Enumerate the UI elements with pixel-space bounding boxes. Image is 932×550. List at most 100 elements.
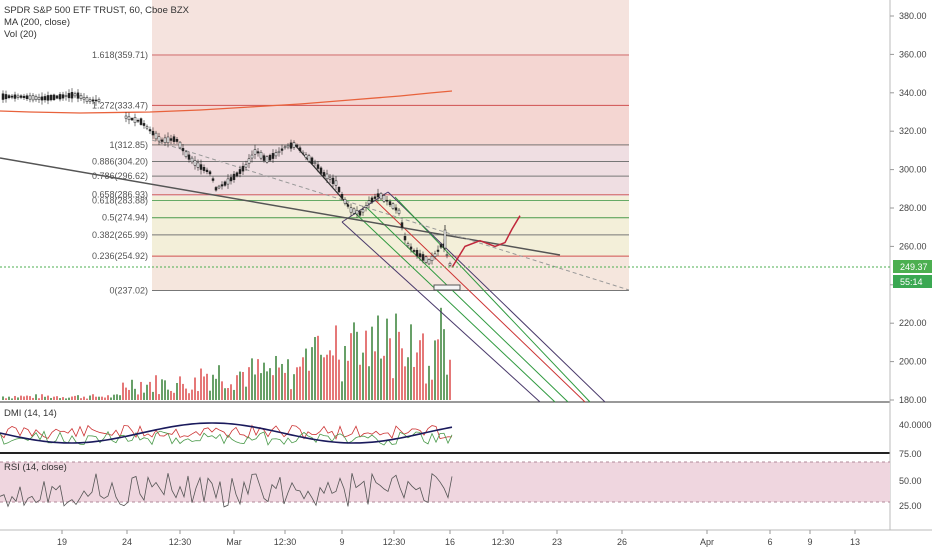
candle-body	[79, 95, 83, 99]
volume-bar	[431, 379, 433, 400]
volume-bar	[398, 331, 400, 400]
volume-bar	[227, 388, 229, 400]
candle-body	[424, 256, 428, 263]
volume-bar	[368, 366, 370, 400]
volume-bar	[137, 394, 139, 400]
volume-bar	[323, 357, 325, 400]
candle-body	[10, 95, 14, 98]
volume-bar	[35, 394, 37, 400]
price-tick-label: 220.00	[899, 318, 927, 328]
fib-label: 1.618(359.71)	[92, 50, 148, 60]
time-axis[interactable]: 19 24 12:30 Mar 12:30 9 12:30 16 12:30 23 26 Apr 6 9 1…	[57, 530, 860, 547]
volume-bar	[140, 381, 142, 400]
volume-bar	[335, 325, 337, 400]
time-tick-label: 26	[617, 537, 627, 547]
candle-body	[124, 115, 128, 119]
volume-bar	[296, 367, 298, 400]
volume-bar	[314, 337, 316, 400]
candle-body	[151, 130, 155, 136]
candle-body	[313, 162, 317, 164]
volume-bar	[215, 378, 217, 400]
time-tick-label: 12:30	[274, 537, 297, 547]
volume-bar	[62, 397, 64, 400]
candle-body	[97, 99, 101, 102]
volume-bar	[203, 376, 205, 400]
ma200-line	[0, 90, 453, 114]
volume-bar	[362, 352, 364, 400]
candle-body	[19, 95, 23, 98]
price-tick-label: 300.00	[899, 165, 927, 175]
candle-body	[22, 95, 26, 98]
volume-bar	[446, 374, 448, 400]
fib-shade-purple	[152, 146, 629, 196]
candle-body	[364, 205, 368, 208]
candle-body	[34, 96, 38, 100]
time-tick-label: 23	[552, 537, 562, 547]
candle-body	[139, 118, 143, 125]
volume-bar	[128, 389, 130, 400]
price-candles	[0, 88, 521, 268]
symbol-title[interactable]: SPDR S&P 500 ETF TRUST, 60, Cboe BZX	[4, 5, 189, 16]
candle-body	[214, 187, 218, 191]
volume-bar	[188, 393, 190, 400]
candle-body	[325, 173, 329, 180]
volume-bar	[212, 374, 214, 400]
fib-label: 0.5(274.94)	[102, 213, 148, 223]
candle-body	[157, 136, 161, 142]
candle-body	[430, 256, 434, 261]
candle-body	[322, 172, 326, 177]
candle-body	[43, 96, 47, 101]
volume-bar	[344, 345, 346, 400]
candle-body	[247, 158, 251, 164]
candle-body	[436, 249, 440, 252]
trend-lines[interactable]	[0, 139, 630, 291]
candle-body	[382, 195, 386, 202]
vol-legend[interactable]: Vol (20)	[4, 29, 37, 40]
candle-body	[400, 222, 404, 228]
candle-body	[301, 151, 305, 154]
ma-legend[interactable]: MA (200, close)	[4, 17, 70, 28]
marker-box	[433, 284, 461, 291]
volume-bar	[317, 335, 319, 400]
volume-bar	[326, 354, 328, 400]
volume-bar	[242, 371, 244, 400]
candle-body	[343, 199, 347, 204]
volume-bar	[77, 395, 79, 400]
candle-body	[433, 253, 437, 257]
dmi-tick-label: 40.0000	[899, 420, 932, 430]
volume-bar	[83, 396, 85, 400]
volume-bar	[164, 380, 166, 400]
volume-bar	[269, 368, 271, 400]
volume-bar	[416, 352, 418, 400]
volume-bar	[350, 333, 352, 400]
volume-bar	[224, 388, 226, 400]
candle-body	[262, 155, 266, 161]
volume-bar	[32, 397, 34, 400]
fib-label: 0.786(296.62)	[92, 171, 148, 181]
volume-bar	[74, 395, 76, 400]
volume-bar	[371, 326, 373, 400]
fib-label: 0(237.02)	[109, 286, 148, 296]
volume-bar	[308, 370, 310, 400]
adx-line	[0, 422, 453, 444]
candle-body	[178, 141, 182, 149]
candle-body	[67, 93, 71, 99]
channel-line	[354, 212, 556, 403]
volume-bar	[185, 388, 187, 400]
volume-bar	[440, 307, 442, 400]
time-tick-label: 12:30	[383, 537, 406, 547]
current-price-value: 249.37	[900, 262, 928, 272]
candle-body	[340, 194, 344, 199]
candle-body	[259, 151, 263, 159]
fib-label: 0.618(283.88)	[92, 196, 148, 206]
candle-body	[226, 178, 230, 185]
candle-body	[232, 173, 236, 180]
volume-bar	[209, 390, 211, 400]
candle-body	[331, 177, 335, 184]
candle-body	[37, 96, 41, 100]
volume-bar	[11, 398, 13, 400]
fib-levels[interactable]: 1.618(359.71) 1.272(333.47) 1(312.85) 0.886…	[92, 50, 629, 296]
volume-bar	[218, 365, 220, 400]
candle-body	[55, 95, 59, 99]
